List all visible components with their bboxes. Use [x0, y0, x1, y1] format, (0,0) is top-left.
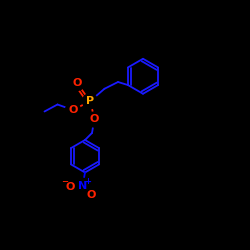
Text: N: N: [78, 181, 87, 191]
Circle shape: [62, 179, 78, 195]
Circle shape: [66, 102, 80, 118]
Text: O: O: [90, 114, 99, 124]
Text: O: O: [86, 190, 96, 200]
Circle shape: [70, 76, 84, 90]
Text: O: O: [66, 182, 75, 192]
Circle shape: [87, 112, 102, 127]
Circle shape: [74, 178, 90, 194]
Circle shape: [82, 94, 98, 109]
Text: +: +: [84, 177, 91, 186]
Text: −: −: [62, 177, 68, 186]
Text: O: O: [68, 105, 78, 115]
Text: O: O: [72, 78, 82, 88]
Circle shape: [84, 188, 98, 202]
Text: P: P: [86, 96, 94, 106]
